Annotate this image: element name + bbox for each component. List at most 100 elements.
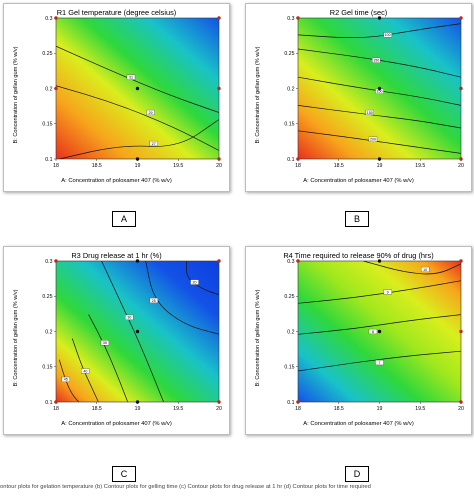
contour-line: [56, 45, 219, 113]
contour-line: [298, 350, 461, 372]
x-tick-label: 19: [135, 163, 141, 169]
y-tick-label: 0.1: [287, 400, 294, 406]
x-axis-label: A: Concentration of poloxamer 407 (% w/v…: [303, 421, 414, 427]
y-tick-label: 0.3: [45, 259, 52, 265]
design-point: [217, 400, 221, 404]
chart-panel-c: 45 40 35 30 25 20 18 18.5 19 19.5 20 0.1 0.15 0.2 0.25…: [3, 246, 230, 435]
contour-label-box: [61, 376, 70, 382]
x-tick-label: 19.5: [415, 163, 425, 169]
contour-label: 35: [103, 341, 107, 345]
x-tick-label: 20: [216, 406, 222, 412]
design-point: [135, 329, 140, 334]
chart-title: R1 Gel temperature (degree celsius): [56, 8, 177, 17]
contour-label-box: [125, 314, 134, 320]
contour-label-box: [383, 289, 392, 295]
design-point: [377, 259, 382, 263]
design-point: [459, 157, 463, 161]
y-tick-label: 0.15: [284, 122, 294, 128]
contour-label-box: [375, 359, 384, 366]
design-point: [54, 259, 58, 263]
chart-title: R4 Time required to release 90% of drug …: [283, 251, 434, 260]
contour-line: [298, 130, 461, 154]
x-tick-label: 18.5: [334, 163, 344, 169]
design-point: [296, 259, 300, 263]
contour-label-box: [420, 266, 430, 273]
chart-title: R3 Drug release at 1 hr (%): [71, 251, 162, 260]
y-tick-label: 0.2: [45, 86, 52, 92]
y-tick-label: 0.25: [42, 51, 52, 57]
contour-label-box: [365, 109, 374, 116]
contour-label-box: [372, 57, 381, 63]
chart-title: R2 Gel time (sec): [329, 8, 388, 17]
contour-label-box: [100, 340, 110, 346]
contour-label: 8: [372, 330, 374, 334]
design-point: [217, 16, 221, 20]
x-tick-label: 19.5: [415, 406, 425, 412]
design-point: [217, 86, 221, 91]
x-tick-label: 19: [135, 406, 141, 412]
contour-label: 100: [385, 33, 391, 37]
contour-label-box: [126, 74, 136, 80]
contour-label-box: [368, 328, 378, 335]
x-tick-label: 20: [216, 163, 222, 169]
x-tick-label: 19: [377, 163, 383, 169]
contour-label-box: [368, 136, 378, 142]
design-point: [377, 86, 382, 91]
contour-label: 30: [127, 316, 131, 320]
contour-label: 150: [377, 90, 383, 94]
y-axis-label: B: Concentration of gellan gum (% w/v): [255, 289, 261, 387]
y-tick-label: 0.25: [42, 294, 52, 300]
design-point: [296, 400, 300, 404]
x-tick-label: 20: [458, 406, 464, 412]
x-tick-label: 19.5: [173, 163, 183, 169]
contour-line: [101, 261, 164, 402]
design-point: [459, 16, 463, 20]
design-point: [54, 16, 58, 20]
y-tick-label: 0.1: [45, 400, 52, 406]
y-tick-label: 0.3: [287, 16, 294, 22]
x-tick-label: 18.5: [334, 406, 344, 412]
design-point: [54, 86, 58, 91]
contour-label: 9: [387, 290, 389, 294]
contour-label-box: [146, 109, 155, 116]
design-point: [459, 86, 463, 91]
x-tick-label: 18: [295, 406, 301, 412]
panel-label-c: C: [112, 466, 136, 482]
x-axis-label: A: Concentration of poloxamer 407 (% w/v…: [61, 421, 172, 427]
contour-label-box: [190, 279, 199, 285]
y-axis-label: B: Concentration of gellan gum (% w/v): [13, 289, 19, 387]
x-tick-label: 18: [53, 406, 59, 412]
design-point: [135, 400, 140, 404]
contour-label-box: [149, 140, 158, 147]
y-axis-label: B: Concentration of gellan gum (% w/v): [255, 46, 261, 144]
contour-line: [59, 119, 219, 159]
design-point: [135, 157, 140, 161]
contour-label-box: [81, 368, 90, 374]
x-tick-label: 19.5: [173, 406, 183, 412]
y-tick-label: 0.2: [45, 329, 52, 335]
y-tick-label: 0.15: [42, 122, 52, 128]
chart-panel-a: 31 29 27 18 18.5 19 19.5 20 0.1 0.15 0.2 0.25 0.3 R1…: [3, 3, 230, 192]
contour-label-box: [383, 32, 392, 38]
x-tick-label: 18.5: [92, 406, 102, 412]
y-tick-label: 0.2: [287, 86, 294, 92]
x-tick-label: 20: [458, 163, 464, 169]
design-point: [217, 259, 221, 263]
y-tick-label: 0.25: [284, 51, 294, 57]
contour-line: [298, 280, 461, 304]
panel-label-b: B: [345, 211, 369, 227]
contour-line: [298, 48, 461, 78]
contour-label: 150: [373, 59, 379, 63]
contour-label: 40: [83, 369, 87, 373]
contour-label: 200: [370, 138, 376, 142]
contour-line: [363, 261, 461, 275]
panel-label-a: A: [112, 211, 136, 227]
plot-b: 100 150 150 150 200 18 18.5 19 19.5 20 0.1 0.15 0.2 0…: [284, 16, 464, 169]
y-tick-label: 0.15: [284, 365, 294, 371]
chart-panel-d: 7 8 9 10 18 18.5 19 19.5 20 0.1 0.15 0.2 0.25 0.3 R4 …: [245, 246, 472, 435]
contour-label: 25: [152, 299, 156, 303]
y-tick-label: 0.1: [287, 157, 294, 163]
plot-c: 45 40 35 30 25 20 18 18.5 19 19.5 20 0.1 0.15 0.2 0.25…: [42, 259, 222, 412]
design-point: [54, 400, 58, 404]
design-point: [459, 259, 463, 263]
